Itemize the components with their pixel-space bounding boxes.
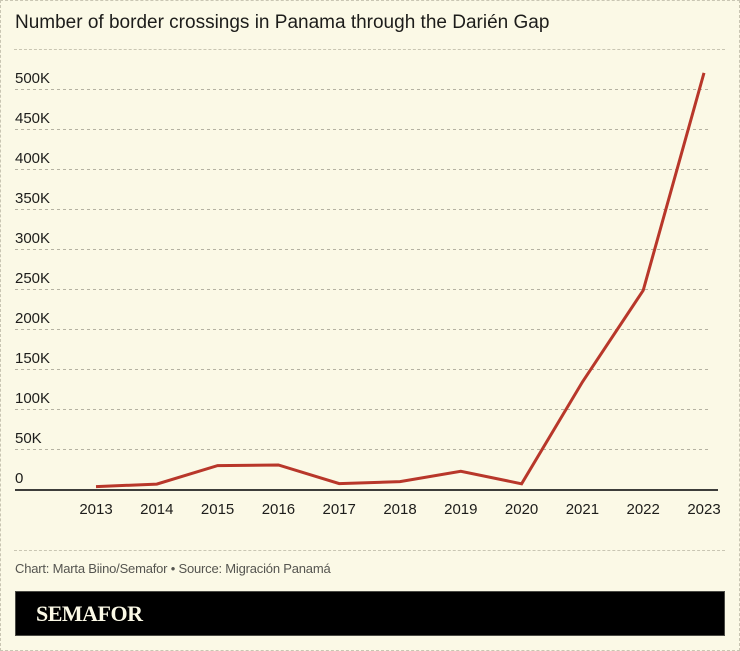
x-tick-label: 2020 bbox=[505, 501, 538, 518]
y-tick-label: 50K bbox=[15, 430, 42, 447]
y-tick-label: 0 bbox=[15, 470, 23, 487]
x-tick-label: 2022 bbox=[627, 501, 660, 518]
x-tick-label: 2018 bbox=[383, 501, 416, 518]
brand-bar: SEMAFOR bbox=[15, 591, 725, 636]
x-tick-label: 2013 bbox=[79, 501, 112, 518]
y-tick-label: 100K bbox=[15, 390, 50, 407]
x-tick-label: 2017 bbox=[323, 501, 356, 518]
y-tick-label: 300K bbox=[15, 230, 50, 247]
x-tick-label: 2021 bbox=[566, 501, 599, 518]
y-tick-label: 250K bbox=[15, 270, 50, 287]
chart-credit: Chart: Marta Biino/Semafor • Source: Mig… bbox=[15, 561, 331, 576]
y-tick-label: 400K bbox=[15, 150, 50, 167]
x-tick-label: 2016 bbox=[262, 501, 295, 518]
y-tick-label: 450K bbox=[15, 110, 50, 127]
series-line-border-crossings bbox=[95, 72, 706, 489]
y-tick-label: 150K bbox=[15, 350, 50, 367]
x-tick-label: 2015 bbox=[201, 501, 234, 518]
title-divider bbox=[14, 49, 725, 50]
line-chart: 0 50K 100K 150K 200K 250K 300K 350K 400K 450K 500K… bbox=[15, 70, 721, 518]
chart-title: Number of border crossings in Panama thr… bbox=[15, 12, 550, 33]
x-tick-label: 2023 bbox=[687, 501, 720, 518]
x-tick-label: 2019 bbox=[444, 501, 477, 518]
footer-divider bbox=[14, 550, 725, 551]
y-tick-label: 500K bbox=[15, 70, 50, 87]
x-axis-labels: 2013 2014 2015 2016 2017 2018 2019 2020 2021 2022… bbox=[79, 501, 720, 518]
y-axis-labels: 0 50K 100K 150K 200K 250K 300K 350K 400K 450K 500K bbox=[15, 70, 50, 487]
x-tick-label: 2014 bbox=[140, 501, 173, 518]
brand-logo: SEMAFOR bbox=[36, 601, 143, 626]
y-tick-label: 200K bbox=[15, 310, 50, 327]
y-tick-label: 350K bbox=[15, 190, 50, 207]
gridlines bbox=[15, 89, 710, 450]
